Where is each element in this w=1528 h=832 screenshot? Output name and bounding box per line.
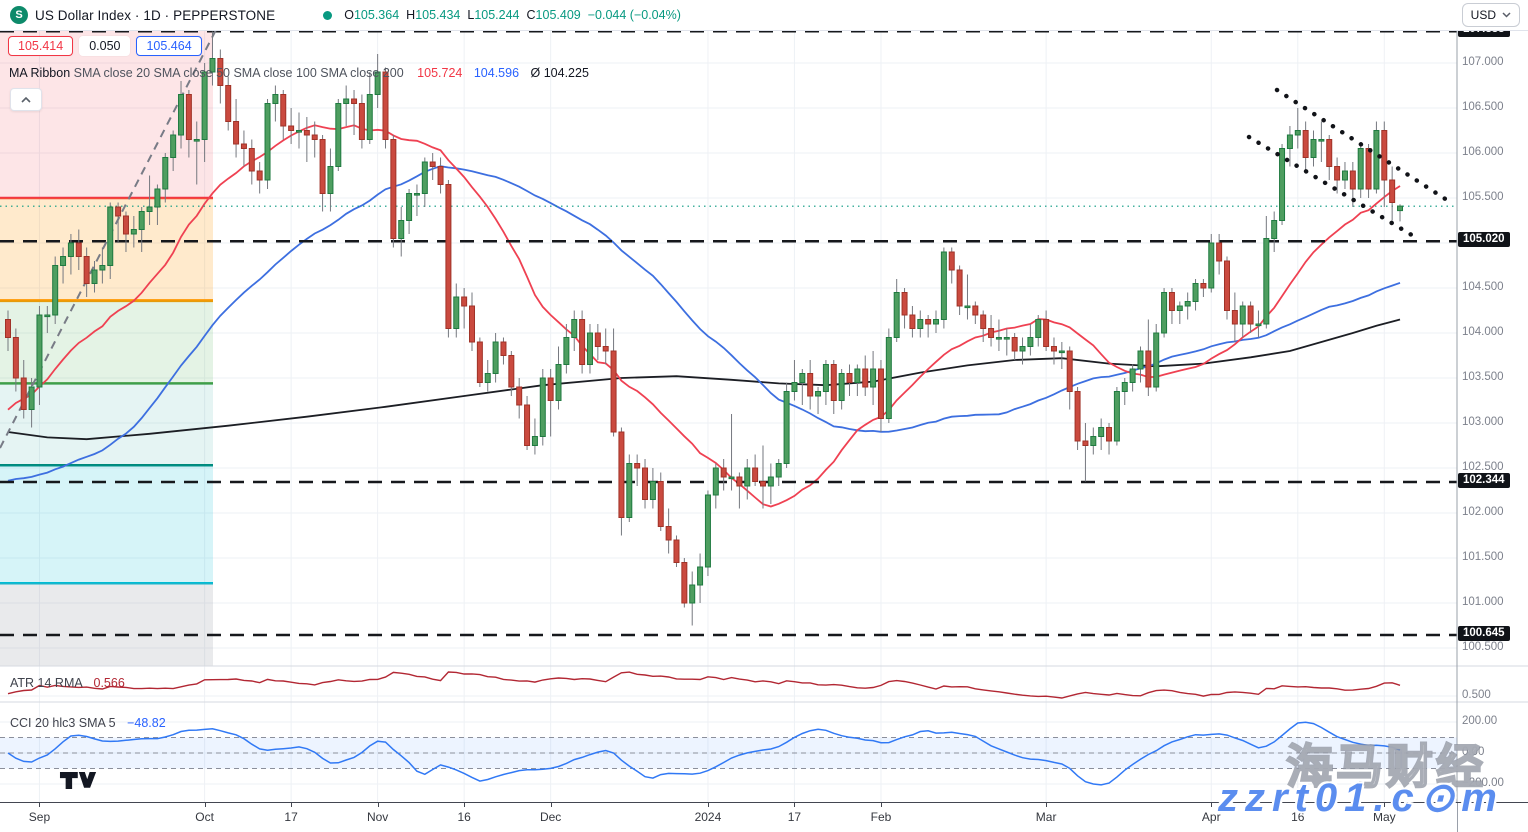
cci-axis-label: −200.00 (1462, 777, 1504, 789)
price-axis-label: 101.500 (1462, 551, 1504, 563)
time-axis-tick (39, 803, 41, 807)
atr-value: 0.566 (93, 676, 125, 690)
price-axis-label: 102.000 (1462, 506, 1504, 518)
pane-separators (0, 30, 1528, 802)
dotted-channel (1246, 87, 1453, 240)
time-axis-label: Nov (366, 810, 389, 824)
chart-region: 105.414 0.050 105.464 MA Ribbon SMA clos… (0, 30, 1528, 802)
bid-price-label[interactable]: 105.414 (8, 36, 74, 56)
time-axis-tick (707, 803, 709, 807)
price-axis-label: 101.000 (1462, 596, 1504, 608)
sma50-value: 104.596 (473, 66, 520, 80)
time-axis-tick (291, 803, 293, 807)
candles (5, 31, 1404, 626)
time-axis-label: Mar (1035, 810, 1057, 824)
atr-label: ATR 14 RMA (10, 676, 83, 690)
time-axis-label: 16 (1291, 810, 1305, 824)
price-axis-label: 104.500 (1462, 281, 1504, 293)
watermark-site: zzrt01.c⊙m (1218, 776, 1504, 820)
time-axis-tick (1211, 803, 1213, 807)
ohlc-item: H105.434 (406, 8, 461, 22)
time-axis-tick (1297, 803, 1299, 807)
atr-line (7, 671, 1401, 699)
currency-selector[interactable]: USD (1461, 3, 1520, 27)
time-axis-tick (464, 803, 466, 807)
time-axis-label: May (1372, 810, 1396, 824)
ask-price-label[interactable]: 105.464 (136, 36, 202, 56)
price-axis-label: 106.000 (1462, 146, 1504, 158)
price-level-label: 105.020 (1458, 232, 1510, 248)
time-axis-label: Feb (870, 810, 892, 824)
cci-legend[interactable]: CCI 20 hlc3 SMA 5 −48.82 (10, 716, 166, 730)
atr-legend[interactable]: ATR 14 RMA 0.566 (10, 676, 125, 690)
time-axis-tick (1384, 803, 1386, 807)
price-level-label: 107.353 (1458, 30, 1510, 38)
time-axis-tick (377, 803, 379, 807)
ohlc-change: −0.044 (−0.04%) (587, 8, 681, 22)
price-level-label: 100.645 (1458, 625, 1510, 641)
watermark-cjk: 海马财经 (1285, 739, 1486, 794)
time-axis-label: Sep (28, 810, 51, 824)
ma-ribbon-params: SMA close 20 SMA close 50 SMA close 100 … (73, 66, 404, 80)
chevron-down-icon (1502, 12, 1511, 18)
toolbar: S US Dollar Index · 1D · PEPPERSTONE O10… (0, 0, 1528, 31)
ohlc-item: C105.409 (526, 8, 581, 22)
ohlc-readout: O105.364 H105.434 L105.244 C105.409 −0.044 (… (344, 8, 681, 22)
price-axis-label: 103.000 (1462, 416, 1504, 428)
atr-axis-label: 0.500 (1462, 689, 1491, 701)
cci-pane (0, 721, 1457, 786)
price-level-label: 102.344 (1458, 473, 1510, 489)
spread-label: 0.050 (79, 36, 131, 56)
cci-axis-label: 200.00 (1462, 715, 1498, 727)
sma20-value: 105.724 (417, 66, 463, 80)
price-levels (0, 30, 1457, 637)
time-axis-tick (1046, 803, 1048, 807)
time-axis-tick (550, 803, 552, 807)
price-axis-label: 107.000 (1462, 56, 1504, 68)
price-axis-label: 100.500 (1462, 641, 1504, 653)
time-axis-tick (880, 803, 882, 807)
price-axis-label: 103.500 (1462, 371, 1504, 383)
price-zones (0, 30, 213, 666)
chevron-up-icon (21, 96, 31, 103)
time-axis-label: 17 (284, 810, 298, 824)
price-axis-label: 104.000 (1462, 326, 1504, 338)
ohlc-item: L105.244 (467, 8, 520, 22)
price-axis-label: 105.500 (1462, 191, 1504, 203)
collapse-legend-button[interactable] (10, 88, 42, 111)
cci-value: −48.82 (127, 716, 166, 730)
time-axis-label: Apr (1201, 810, 1221, 824)
symbol-title[interactable]: US Dollar Index · 1D · PEPPERSTONE (35, 7, 276, 23)
time-axis-label: 2024 (694, 810, 722, 824)
time-axis-label: Oct (195, 810, 214, 824)
tradingview-logo[interactable] (40, 772, 118, 794)
price-axis-label: 106.500 (1462, 101, 1504, 113)
grid (0, 30, 1457, 802)
price-axis-label: 102.500 (1462, 461, 1504, 473)
time-axis[interactable]: Sep Oct 17 Nov 16 Dec 2024 17 Feb Mar Apr 16 May (0, 802, 1528, 832)
cci-label: CCI 20 hlc3 SMA 5 (10, 716, 116, 730)
cci-axis-label: 0.00 (1462, 746, 1485, 758)
ma-ribbon-legend[interactable]: MA Ribbon SMA close 20 SMA close 50 SMA … (9, 66, 589, 80)
symbol-logo-icon: S (10, 6, 28, 24)
ma-lines (7, 124, 1401, 508)
ma-ribbon-title: MA Ribbon (9, 66, 71, 80)
bid-ask-spread: 105.414 0.050 105.464 (8, 36, 202, 56)
time-axis-label: 17 (787, 810, 802, 824)
time-axis-label: Dec (539, 810, 562, 824)
chart-canvas[interactable] (0, 30, 1528, 802)
ohlc-item: O105.364 (344, 8, 400, 22)
time-axis-label: 16 (457, 810, 471, 824)
currency-label: USD (1470, 8, 1496, 22)
time-axis-tick (794, 803, 796, 807)
market-status-icon (323, 10, 333, 20)
time-axis-tick (204, 803, 206, 807)
ma-average-value: Ø 104.225 (530, 66, 589, 80)
